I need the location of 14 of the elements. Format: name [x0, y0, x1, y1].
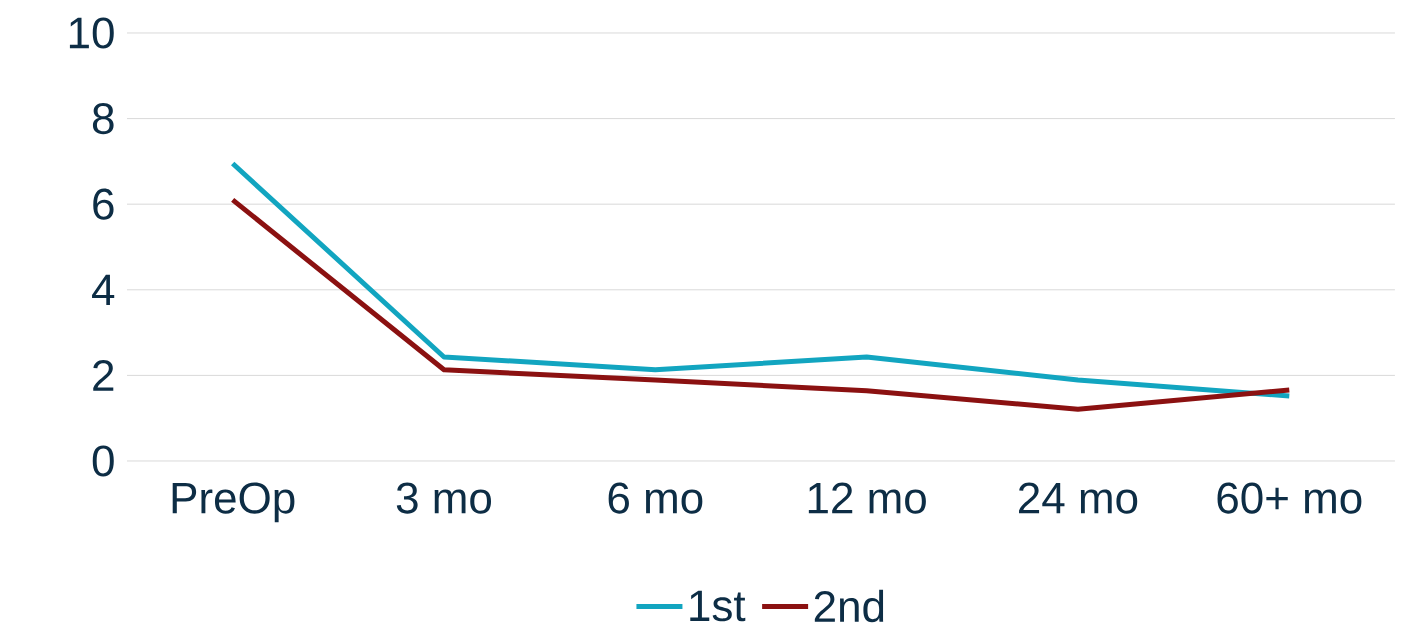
x-tick-label: 24 mo [1019, 482, 1138, 514]
x-tick-label: 3 mo [396, 482, 492, 514]
y-tick-label: 0 [92, 445, 114, 477]
y-tick-label: 4 [92, 274, 115, 305]
y-tick-label: 8 [92, 103, 114, 135]
x-tick-label: 6 mo [608, 482, 703, 514]
x-tick-label: PreOp [172, 482, 295, 523]
x-tick-label: 12 mo [808, 482, 926, 514]
y-tick-label: 2 [93, 360, 114, 391]
y-tick-label: 10 [69, 17, 114, 49]
x-tick-label: 60+ mo [1217, 482, 1362, 514]
y-tick-label: 6 [93, 188, 114, 220]
legend-label: 2nd [814, 589, 884, 623]
legend-label: 1st [690, 590, 746, 622]
